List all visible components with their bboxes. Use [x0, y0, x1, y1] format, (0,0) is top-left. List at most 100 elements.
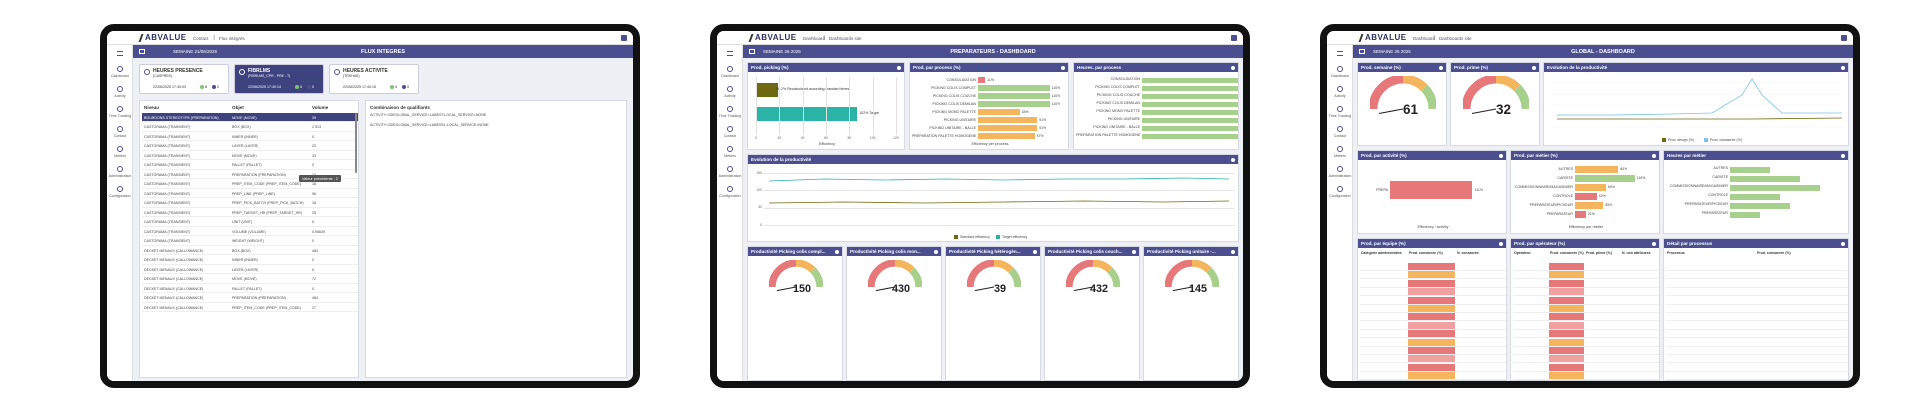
table-row[interactable]: [1360, 321, 1506, 330]
table-row[interactable]: CASTORAMA (TRANSIENT) PREPARATION (PREPAR…: [142, 170, 358, 179]
table-row[interactable]: [1666, 263, 1848, 271]
sidebar-item[interactable]: Activity: [107, 85, 132, 103]
table-row[interactable]: [1360, 288, 1506, 297]
toolbar-icon[interactable]: [749, 49, 755, 54]
table-row[interactable]: CASTORAMA (TRANSIENT) UNIT (UNIT) 0: [142, 218, 358, 227]
menu-toggle[interactable]: [1337, 51, 1343, 56]
table-row[interactable]: [1360, 338, 1506, 347]
table-row[interactable]: [1513, 263, 1659, 271]
table-row[interactable]: [1513, 313, 1659, 322]
panel-menu[interactable]: [1499, 241, 1503, 246]
source-card[interactable]: HEURES PRESENCE (CASPRES) 22/06/2025 17:40…: [139, 64, 229, 94]
table-row[interactable]: CASTORAMA (TRANSIENT) BOX (BOX) 2 513: [142, 123, 358, 132]
sidebar-item[interactable]: Time Tracking: [107, 105, 132, 123]
sidebar-item[interactable]: Dashboard: [1327, 65, 1352, 83]
table-row[interactable]: CASTORAMA (TRANSIENT) PALLET (PALLET) 0: [142, 161, 358, 170]
table-row[interactable]: CASTORAMA (TRANSIENT) MOVE (MOVE) 33: [142, 151, 358, 160]
table-row[interactable]: [1513, 271, 1659, 280]
panel-menu[interactable]: [1033, 249, 1037, 254]
breadcrumb-page[interactable]: Flux intégrés: [219, 35, 245, 41]
toolbar-icon[interactable]: [1359, 49, 1365, 54]
table-row[interactable]: [1666, 313, 1848, 322]
panel-menu[interactable]: [1231, 65, 1235, 70]
user-icon[interactable]: [1231, 35, 1237, 41]
table-row[interactable]: [1513, 321, 1659, 330]
table-row[interactable]: CASTORAMA (TRANSIENT) INNER (INNER) 0: [142, 132, 358, 141]
toolbar-icon[interactable]: [139, 49, 145, 54]
sidebar-item[interactable]: Activity: [717, 85, 742, 103]
table-row[interactable]: [1513, 363, 1659, 372]
sidebar-item[interactable]: Configuration: [107, 185, 132, 203]
table-row[interactable]: [1513, 296, 1659, 305]
sidebar-item[interactable]: Configuration: [717, 185, 742, 203]
table-row[interactable]: CASTORAMA (TRANSIENT) PREP_ITEM_CODE (PRE…: [142, 180, 358, 189]
sidebar-item[interactable]: Métiers: [717, 145, 742, 163]
source-card[interactable]: HEURES ACTIVITE (TRKHAS) 22/06/2025 17:40:…: [329, 64, 419, 94]
sidebar-item[interactable]: Time Tracking: [717, 105, 742, 123]
table-row[interactable]: DECKET MENAUX (CALLOWANCE) PREP_ITEM_CODE…: [142, 303, 358, 312]
panel-menu[interactable]: [1841, 153, 1845, 158]
sidebar-item[interactable]: Contact: [717, 125, 742, 143]
table-row[interactable]: [1513, 288, 1659, 297]
sidebar-item[interactable]: Activity: [1327, 85, 1352, 103]
user-icon[interactable]: [1841, 35, 1847, 41]
table-row[interactable]: [1360, 279, 1506, 288]
table-row[interactable]: [1666, 280, 1848, 288]
table-row[interactable]: CASTORAMA (TRANSIENT) PREP_LINE (PREP_LIN…: [142, 189, 358, 198]
table-row[interactable]: [1360, 313, 1506, 322]
sidebar-item[interactable]: Dashboard: [107, 65, 132, 83]
table-row[interactable]: [1666, 305, 1848, 313]
menu-toggle[interactable]: [117, 51, 123, 56]
table-row[interactable]: [1666, 271, 1848, 280]
table-row[interactable]: [1513, 347, 1659, 355]
table-row[interactable]: [1513, 338, 1659, 347]
table-row[interactable]: DECKET MENAUX (CALLOWANCE) PALLET (PALLET…: [142, 284, 358, 293]
table-row[interactable]: [1513, 372, 1659, 380]
table-row[interactable]: [1513, 305, 1659, 313]
breadcrumb-root[interactable]: Contact: [193, 35, 209, 41]
table-row[interactable]: DECKET MENAUX (CALLOWANCE) INNER (INNER) 0: [142, 256, 358, 265]
table-row[interactable]: [1513, 279, 1659, 288]
table-row[interactable]: CASTORAMA (TRANSIENT) LAYER (LAYER) 23: [142, 142, 358, 151]
table-row[interactable]: [1666, 355, 1848, 364]
table-row[interactable]: [1360, 355, 1506, 364]
sidebar-item[interactable]: Contact: [107, 125, 132, 143]
panel-menu[interactable]: [1652, 241, 1656, 246]
source-card[interactable]: FIBRLMS (FIBRLMS_CPR - PRE - T) 22/06/2025…: [234, 64, 324, 94]
breadcrumb-root[interactable]: Dashboard: [1413, 35, 1436, 41]
panel-menu[interactable]: [897, 65, 901, 70]
table-row[interactable]: [1666, 364, 1848, 372]
panel-menu[interactable]: [1652, 153, 1656, 158]
sidebar-item[interactable]: Contact: [1327, 125, 1352, 143]
sidebar-item[interactable]: Métiers: [1327, 145, 1352, 163]
table-row[interactable]: DECKET MENAUX (CALLOWANCE) PREPARATION (P…: [142, 294, 358, 303]
panel-menu[interactable]: [1231, 157, 1235, 162]
sidebar-item[interactable]: Métiers: [107, 145, 132, 163]
table-row[interactable]: [1360, 347, 1506, 355]
breadcrumb-root[interactable]: Dashboard: [803, 35, 826, 41]
panel-menu[interactable]: [835, 249, 839, 254]
table-row[interactable]: [1666, 297, 1848, 305]
panel-menu[interactable]: [1231, 249, 1235, 254]
panel-menu[interactable]: [1841, 241, 1845, 246]
breadcrumb-page[interactable]: Dashboards site: [829, 35, 862, 41]
table-row[interactable]: DECKET MENAUX (CALLOWANCE) MOVE (MOVE) 72: [142, 275, 358, 284]
panel-menu[interactable]: [1532, 65, 1536, 70]
table-row[interactable]: [1360, 263, 1506, 271]
table-row[interactable]: CASTORAMA (TRANSIENT) PREP_TARGET_HR (PRE…: [142, 208, 358, 217]
table-row[interactable]: [1666, 330, 1848, 339]
panel-menu[interactable]: [1499, 153, 1503, 158]
panel-menu[interactable]: [1132, 249, 1136, 254]
table-row[interactable]: [1360, 372, 1506, 380]
table-row[interactable]: [1360, 363, 1506, 372]
table-row[interactable]: [1360, 305, 1506, 313]
panel-menu[interactable]: [1841, 65, 1845, 70]
panel-menu[interactable]: [1439, 65, 1443, 70]
sidebar-item[interactable]: Time Tracking: [1327, 105, 1352, 123]
panel-menu[interactable]: [934, 249, 938, 254]
table-row[interactable]: [1666, 339, 1848, 347]
table-row[interactable]: DECKET MENAUX (CALLOWANCE) BOX (BOX) 484: [142, 246, 358, 255]
table-row[interactable]: [1360, 296, 1506, 305]
table-row[interactable]: [1360, 271, 1506, 280]
table-row[interactable]: [1666, 288, 1848, 297]
